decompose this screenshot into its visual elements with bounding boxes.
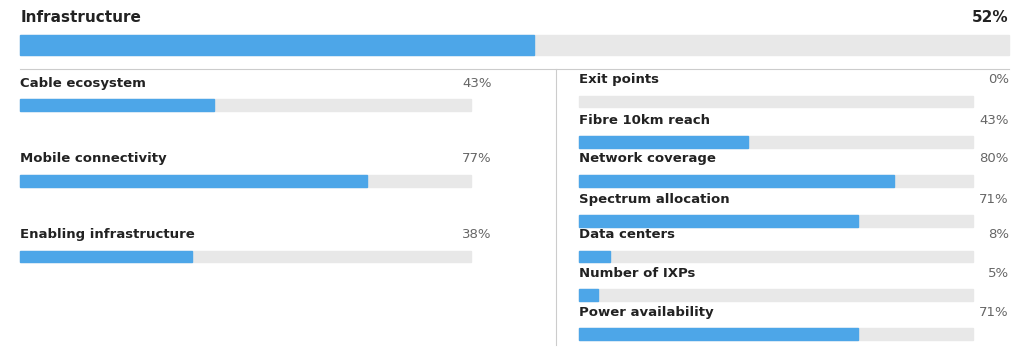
Bar: [579, 175, 973, 187]
Text: Mobile connectivity: Mobile connectivity: [20, 152, 167, 165]
Text: Infrastructure: Infrastructure: [20, 10, 141, 25]
Text: Enabling infrastructure: Enabling infrastructure: [20, 228, 196, 241]
Bar: [579, 289, 598, 301]
Text: 77%: 77%: [462, 152, 492, 165]
Bar: [20, 99, 471, 111]
Text: 43%: 43%: [979, 114, 1009, 127]
Bar: [579, 136, 973, 148]
Text: Cable ecosystem: Cable ecosystem: [20, 77, 146, 90]
Text: Network coverage: Network coverage: [579, 152, 716, 165]
Bar: [579, 328, 858, 340]
Bar: [579, 215, 973, 227]
Text: 80%: 80%: [979, 152, 1009, 165]
Bar: [579, 96, 973, 107]
Bar: [579, 289, 973, 301]
Text: Number of IXPs: Number of IXPs: [579, 267, 695, 280]
Bar: [20, 35, 535, 55]
Text: 0%: 0%: [987, 73, 1009, 86]
Text: Data centers: Data centers: [579, 228, 675, 241]
Text: Exit points: Exit points: [579, 73, 658, 86]
Bar: [579, 251, 973, 262]
Bar: [20, 251, 471, 262]
Bar: [20, 175, 471, 187]
Text: Spectrum allocation: Spectrum allocation: [579, 193, 729, 206]
Text: 38%: 38%: [462, 228, 492, 241]
Text: 71%: 71%: [979, 306, 1009, 319]
Text: 5%: 5%: [987, 267, 1009, 280]
Text: 8%: 8%: [987, 228, 1009, 241]
Bar: [579, 251, 610, 262]
Text: 71%: 71%: [979, 193, 1009, 206]
Text: 43%: 43%: [462, 77, 492, 90]
Bar: [20, 175, 368, 187]
Bar: [579, 328, 973, 340]
Bar: [20, 251, 191, 262]
Bar: [579, 175, 894, 187]
Text: Fibre 10km reach: Fibre 10km reach: [579, 114, 710, 127]
Text: Power availability: Power availability: [579, 306, 713, 319]
Bar: [20, 99, 214, 111]
Text: 52%: 52%: [972, 10, 1009, 25]
Bar: [579, 215, 858, 227]
Bar: [20, 35, 1009, 55]
Bar: [579, 136, 749, 148]
